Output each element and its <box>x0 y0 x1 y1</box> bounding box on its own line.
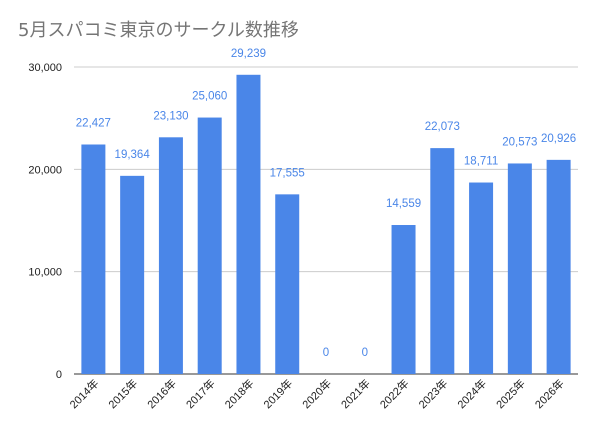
x-tick-label: 2015年 <box>105 376 140 411</box>
x-tick-label: 2025年 <box>493 376 528 411</box>
y-tick-label: 0 <box>56 369 62 381</box>
data-label: 22,073 <box>425 121 460 133</box>
x-tick-label: 2018年 <box>222 376 257 411</box>
bar <box>236 74 261 374</box>
data-label: 20,926 <box>541 133 576 145</box>
data-label: 25,060 <box>192 91 227 103</box>
bar <box>430 148 455 374</box>
chart-title: 5月スパコミ東京のサークル数推移 <box>18 20 299 41</box>
bar <box>275 194 300 374</box>
data-label: 22,427 <box>76 117 111 129</box>
x-tick-label: 2022年 <box>377 376 412 411</box>
x-tick-label: 2020年 <box>299 376 334 411</box>
bar <box>469 182 494 374</box>
data-label: 23,130 <box>153 110 188 122</box>
y-tick-label: 10,000 <box>28 267 62 279</box>
data-label: 19,364 <box>115 149 151 161</box>
bar <box>197 117 222 374</box>
x-tick-label: 2016年 <box>144 376 179 411</box>
bar <box>81 144 106 374</box>
y-tick-label: 20,000 <box>28 164 62 176</box>
x-tick-label: 2021年 <box>338 376 373 411</box>
bar <box>391 225 416 374</box>
x-tick-label: 2014年 <box>67 376 102 411</box>
data-label: 0 <box>362 347 368 359</box>
data-label: 29,239 <box>231 48 266 60</box>
bar <box>507 163 532 374</box>
data-label: 18,711 <box>464 156 498 168</box>
data-label: 14,559 <box>386 198 421 210</box>
bar <box>546 159 571 374</box>
bar <box>120 175 145 374</box>
x-tick-label: 2026年 <box>532 376 567 411</box>
data-label: 0 <box>323 347 329 359</box>
data-label: 17,555 <box>270 167 305 179</box>
x-tick-label: 2024年 <box>454 376 489 411</box>
bar <box>158 137 183 374</box>
x-tick-label: 2023年 <box>415 376 450 411</box>
x-tick-label: 2017年 <box>183 376 218 411</box>
x-tick-label: 2019年 <box>260 376 295 411</box>
y-tick-label: 30,000 <box>28 62 62 74</box>
data-label: 20,573 <box>502 136 537 148</box>
